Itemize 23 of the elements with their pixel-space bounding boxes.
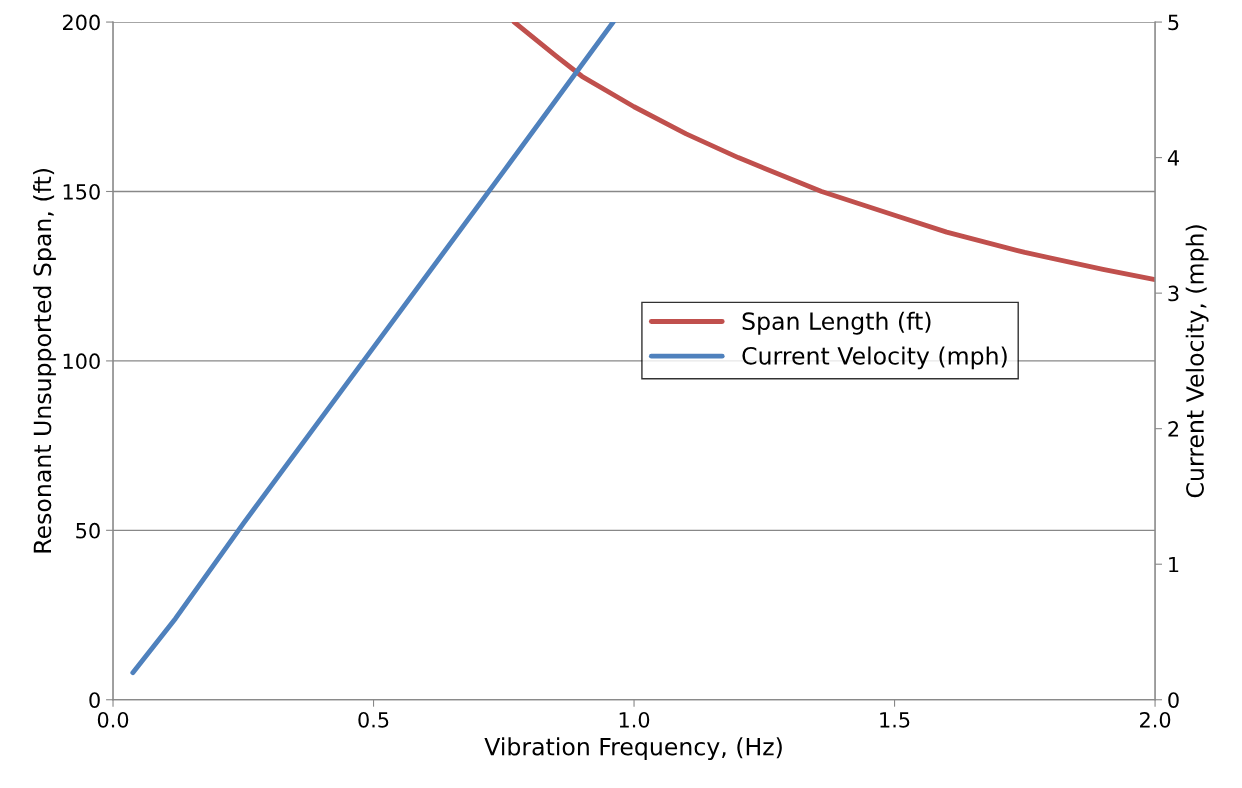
y-tick-label: 50 — [76, 522, 100, 539]
x-tick-label: 0.0 — [97, 711, 129, 728]
y2-tick-label: 5 — [1168, 14, 1179, 31]
y-tick-label: 100 — [63, 353, 100, 370]
x-tick-label: 1.0 — [619, 711, 650, 728]
y2-tick-label: 0 — [1168, 692, 1179, 708]
y-tick-label: 200 — [62, 14, 100, 31]
line-series — [511, 22, 1156, 283]
legend-label: Current Velocity (mph) — [742, 346, 1007, 370]
y2-axis-title: Current Velocity, (mph) — [1185, 225, 1209, 498]
x-tick-label: 2.0 — [1140, 711, 1171, 728]
line-series — [130, 22, 616, 676]
y-tick-label: 0 — [89, 692, 100, 708]
y2-tick-label: 1 — [1169, 556, 1179, 573]
x-tick-label: 0.5 — [358, 711, 389, 728]
y2-tick-label: 2 — [1168, 421, 1179, 437]
y2-tick-label: 4 — [1167, 150, 1179, 166]
x-axis-title: Vibration Frequency, (Hz) — [484, 737, 782, 761]
x-tick-label: 1.5 — [880, 712, 910, 728]
y-axis-title: Resonant Unsupported Span, (ft) — [33, 169, 56, 553]
y2-tick-label: 3 — [1168, 285, 1179, 302]
legend-label: Span Length (ft) — [742, 311, 931, 335]
y-tick-label: 150 — [63, 183, 100, 200]
